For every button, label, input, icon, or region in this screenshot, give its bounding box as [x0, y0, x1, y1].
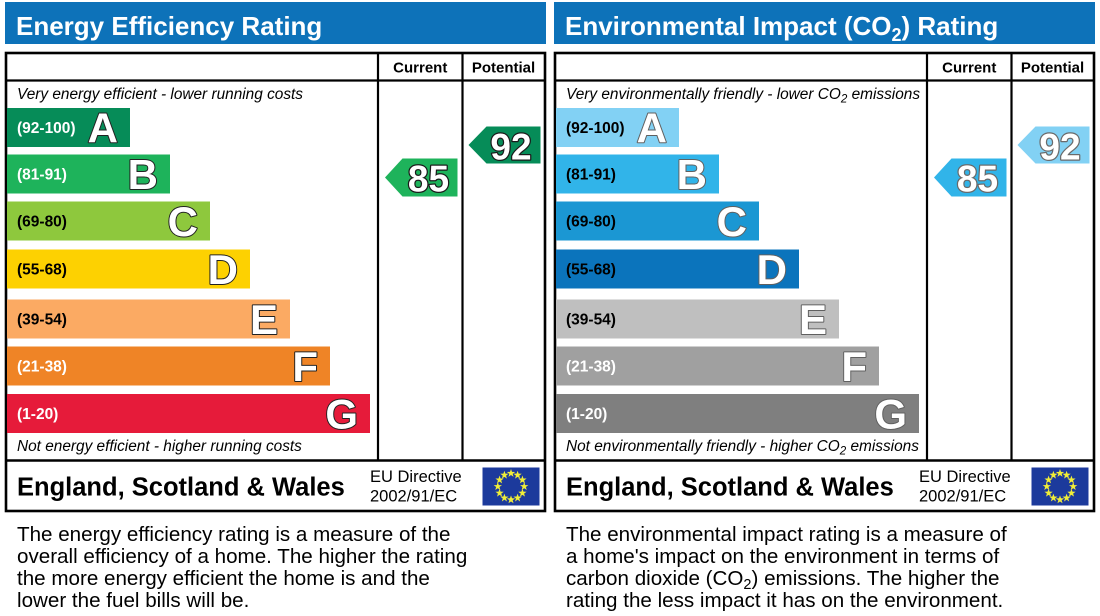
svg-text:the more energy efficient the: the more energy efficient the home is an… [17, 567, 430, 590]
svg-text:lower the fuel bills will be.: lower the fuel bills will be. [17, 589, 249, 612]
svg-text:(55-68): (55-68) [17, 262, 67, 279]
svg-text:2002/91/EC: 2002/91/EC [919, 488, 1006, 506]
svg-text:B: B [128, 151, 158, 198]
svg-text:(55-68): (55-68) [566, 262, 616, 279]
svg-text:rating the less impact it has: rating the less impact it has on the env… [566, 589, 1003, 612]
svg-text:(92-100): (92-100) [566, 120, 625, 137]
svg-text:(81-91): (81-91) [566, 167, 616, 184]
svg-text:(21-38): (21-38) [566, 359, 616, 376]
svg-text:C: C [168, 198, 198, 245]
svg-text:Very energy efficient - lower: Very energy efficient - lower running co… [17, 86, 303, 103]
svg-text:(69-80): (69-80) [566, 214, 616, 231]
svg-text:F: F [841, 343, 867, 390]
svg-text:Potential: Potential [472, 60, 535, 77]
svg-text:E: E [799, 296, 827, 343]
svg-text:2002/91/EC: 2002/91/EC [370, 488, 457, 506]
svg-text:(1-20): (1-20) [17, 406, 58, 423]
svg-text:Very environmentally friendly: Very environmentally friendly - lower CO… [566, 86, 920, 105]
svg-text:C: C [717, 198, 747, 245]
svg-text:The energy efficiency rating i: The energy efficiency rating is a measur… [17, 523, 450, 546]
svg-text:D: D [208, 246, 238, 293]
svg-text:Energy Efficiency Rating: Energy Efficiency Rating [16, 11, 322, 41]
svg-text:EU Directive: EU Directive [919, 468, 1011, 486]
svg-text:D: D [757, 246, 787, 293]
svg-text:E: E [250, 296, 278, 343]
svg-text:A: A [637, 105, 667, 152]
svg-text:carbon dioxide (CO2) emissions: carbon dioxide (CO2) emissions. The high… [566, 567, 1000, 593]
svg-text:Potential: Potential [1021, 60, 1084, 77]
svg-text:The environmental impact ratin: The environmental impact rating is a mea… [566, 523, 1007, 546]
svg-text:(39-54): (39-54) [17, 312, 67, 329]
svg-text:(81-91): (81-91) [17, 167, 67, 184]
svg-text:EU Directive: EU Directive [370, 468, 462, 486]
svg-text:(69-80): (69-80) [17, 214, 67, 231]
svg-text:B: B [677, 151, 707, 198]
svg-text:(21-38): (21-38) [17, 359, 67, 376]
svg-text:85: 85 [408, 159, 449, 200]
svg-text:England, Scotland & Wales: England, Scotland & Wales [17, 474, 345, 502]
svg-text:92: 92 [1039, 127, 1080, 168]
svg-text:Not energy efficient - higher: Not energy efficient - higher running co… [17, 438, 302, 455]
svg-text:85: 85 [957, 159, 998, 200]
svg-text:F: F [292, 343, 318, 390]
svg-text:(1-20): (1-20) [566, 406, 607, 423]
svg-text:92: 92 [490, 127, 531, 168]
svg-text:a home's impact on the environ: a home's impact on the environment in te… [566, 545, 999, 568]
svg-text:G: G [874, 391, 907, 438]
svg-text:A: A [88, 105, 118, 152]
svg-text:Current: Current [393, 60, 447, 77]
svg-text:Environmental Impact (CO2) Rat: Environmental Impact (CO2) Rating [565, 11, 998, 45]
svg-text:Current: Current [942, 60, 996, 77]
svg-text:overall efficiency of a home.: overall efficiency of a home. The higher… [17, 545, 467, 568]
svg-text:(39-54): (39-54) [566, 312, 616, 329]
svg-text:(92-100): (92-100) [17, 120, 76, 137]
svg-text:England, Scotland & Wales: England, Scotland & Wales [566, 474, 894, 502]
svg-text:G: G [325, 391, 358, 438]
svg-text:Not environmentally friendly -: Not environmentally friendly - higher CO… [566, 438, 919, 457]
